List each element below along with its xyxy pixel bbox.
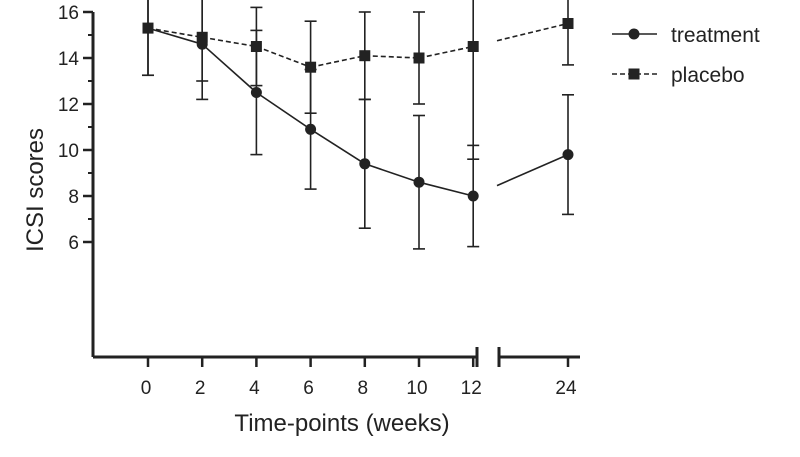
- series-line-segment: [147, 27, 203, 39]
- legend-label-treatment: treatment: [671, 24, 760, 47]
- data-point: [196, 31, 208, 43]
- series-line-segment: [496, 153, 569, 187]
- legend-label-placebo: placebo: [671, 64, 745, 87]
- x-tick-label: 4: [249, 378, 260, 399]
- y-tick-label: 10: [58, 141, 79, 162]
- axes: [91, 12, 580, 367]
- data-point: [467, 41, 479, 52]
- y-tick-label: 8: [68, 187, 79, 208]
- series-line-segment: [201, 43, 257, 94]
- data-point: [250, 41, 262, 52]
- data-point: [305, 123, 317, 135]
- x-tick-label: 0: [141, 378, 152, 399]
- ticks: 6810121416182002468101224: [58, 3, 577, 399]
- y-tick-label: 12: [58, 95, 79, 116]
- x-axis-title: Time-points (weeks): [234, 410, 449, 437]
- y-axis-title: ICSI scores: [22, 128, 49, 252]
- data-point: [628, 68, 640, 80]
- series-line-segment: [418, 181, 474, 197]
- y-tick-label: 16: [58, 3, 79, 24]
- series-line-segment: [364, 54, 420, 59]
- data-point: [628, 28, 640, 40]
- data-point: [562, 149, 574, 161]
- series-line-segment: [202, 36, 257, 48]
- data-point: [413, 52, 425, 64]
- data-point: [305, 61, 317, 73]
- series-line-segment: [310, 54, 365, 68]
- y-tick-label: 14: [58, 49, 80, 70]
- series-line-segment: [147, 27, 203, 45]
- y-tick-label: 6: [68, 233, 79, 254]
- x-tick-label: 8: [358, 378, 369, 399]
- series-line-segment: [496, 22, 569, 42]
- legend: treatment placebo: [612, 24, 760, 87]
- series-line-segment: [364, 163, 420, 183]
- series-layer: [142, 0, 574, 250]
- series-line-segment: [418, 45, 474, 59]
- x-tick-label: 10: [406, 378, 427, 399]
- x-tick-label: 6: [303, 378, 314, 399]
- x-tick-label: 24: [555, 378, 577, 399]
- data-point: [562, 18, 574, 29]
- x-tick-label: 2: [195, 378, 206, 399]
- series-line-segment: [255, 91, 312, 130]
- data-point: [413, 176, 425, 188]
- data-point: [359, 158, 371, 170]
- data-point: [250, 87, 262, 98]
- series-placebo: [142, 0, 574, 160]
- data-point: [359, 50, 371, 62]
- data-point: [467, 190, 479, 202]
- data-point: [142, 22, 154, 34]
- series-line-segment: [256, 45, 311, 68]
- series-line-segment: [310, 128, 366, 165]
- x-tick-label: 12: [461, 378, 482, 399]
